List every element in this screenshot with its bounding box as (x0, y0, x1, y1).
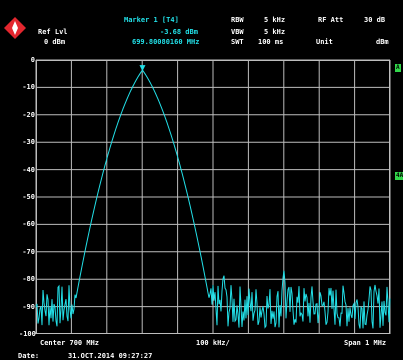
y-tick-label: -20 (22, 110, 35, 119)
sweep-time-label: SWT (231, 38, 244, 46)
y-tick-label: -40 (22, 165, 35, 174)
y-tick-label: -100 (19, 330, 36, 338)
marker-title: Marker 1 [T4] (124, 16, 179, 24)
date-label: Date: (18, 352, 40, 360)
rf-att-value: 30 dB (364, 16, 386, 24)
y-tick-label: -30 (22, 138, 35, 147)
unit-value: dBm (376, 38, 389, 46)
date-value: 31.OCT.2014 09:27:27 (68, 352, 153, 360)
ref-level-label: Ref Lvl (38, 28, 68, 36)
marker-frequency: 699.80080160 MHz (132, 38, 200, 46)
sweep-time-value: 100 ms (258, 38, 284, 46)
y-tick-label: -60 (22, 220, 35, 229)
y-tick-label: -70 (22, 247, 35, 256)
trace-flag-mid: 4AA (395, 172, 403, 180)
y-tick-label: -90 (22, 302, 35, 311)
rf-att-label: RF Att (318, 16, 344, 24)
total-span: Span 1 MHz (344, 339, 387, 347)
footer-bar: Center 700 MHz 100 kHz/ Span 1 MHz Date:… (0, 334, 403, 360)
vbw-label: VBW (231, 28, 244, 36)
rohde-schwarz-logo-icon (4, 17, 26, 39)
ref-level-value: 0 dBm (44, 38, 66, 46)
spectrum-trace-line (35, 70, 391, 329)
rbw-label: RBW (231, 16, 244, 24)
y-tick-label: -10 (22, 83, 35, 92)
y-axis-band (0, 60, 36, 334)
unit-label: Unit (316, 38, 333, 46)
rbw-value: 5 kHz (264, 16, 286, 24)
vbw-value: 5 kHz (264, 28, 286, 36)
marker-level: -3.68 dBm (160, 28, 198, 36)
instrument-header: Ref Lvl 0 dBm Marker 1 [T4] -3.68 dBm 69… (0, 0, 403, 62)
trace-flag-top: A (395, 64, 401, 72)
y-tick-label: 0 (30, 56, 35, 64)
center-frequency: Center 700 MHz (40, 339, 100, 347)
division-span: 100 kHz/ (196, 339, 230, 347)
y-tick-label: -50 (22, 193, 35, 201)
y-tick-label: -80 (22, 275, 35, 284)
right-band (390, 60, 403, 334)
marker-1-indicator[interactable] (139, 65, 146, 72)
